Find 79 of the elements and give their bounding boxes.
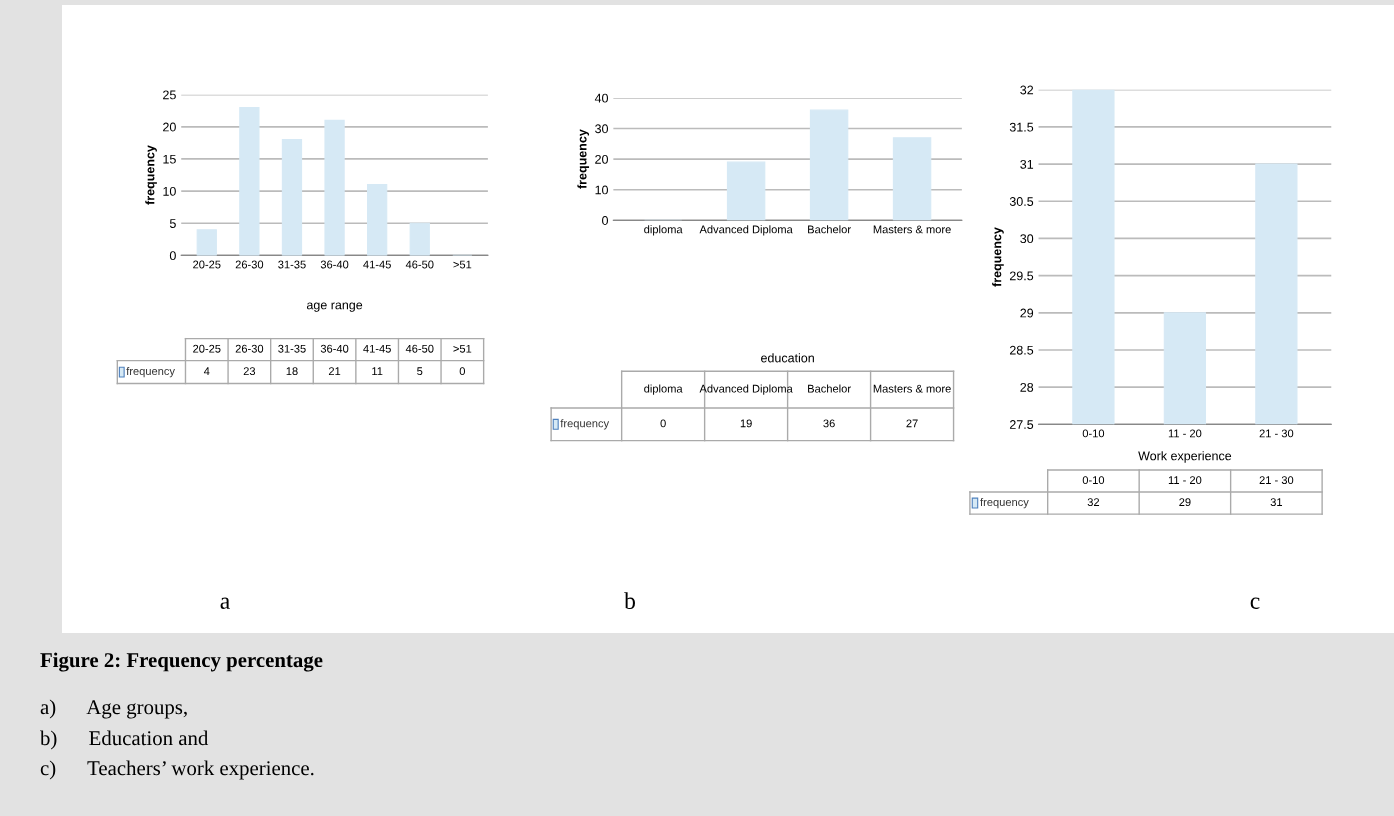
y-tick-label: 30 bbox=[1020, 234, 1034, 244]
x-tick-label: 41-45 bbox=[363, 260, 391, 269]
category-label: 20-25 bbox=[193, 344, 221, 353]
y-tick-label: 31 bbox=[1020, 159, 1034, 169]
y-tick-label: 40 bbox=[594, 93, 609, 103]
y-tick-label: 29.5 bbox=[1009, 271, 1034, 281]
y-tick-label: 31.5 bbox=[1009, 122, 1034, 132]
x-tick-label: 20-25 bbox=[193, 260, 221, 269]
category-label: 31-35 bbox=[278, 344, 306, 353]
y-tick-label: 28.5 bbox=[1009, 345, 1034, 355]
y-tick-label: 27.5 bbox=[1009, 420, 1034, 429]
x-tick-label: >51 bbox=[453, 260, 472, 269]
text: a) Age groups, bbox=[40, 699, 187, 719]
data-label: 18 bbox=[286, 367, 298, 376]
y-tick-label: 29 bbox=[1020, 308, 1034, 318]
text: b bbox=[624, 592, 635, 609]
data-label: 0 bbox=[459, 367, 465, 376]
data-label: 5 bbox=[417, 367, 423, 376]
x-tick-label: 46-50 bbox=[405, 260, 434, 269]
data-label: 23 bbox=[243, 367, 256, 376]
x-tick-label: 31-35 bbox=[278, 260, 306, 269]
y-tick-label: 32 bbox=[1020, 85, 1034, 95]
y-tick-label: 15 bbox=[163, 154, 176, 164]
category-label: 46-50 bbox=[405, 344, 434, 353]
data-label: 4 bbox=[203, 367, 210, 375]
category-label: 21 - 30 bbox=[1259, 476, 1294, 485]
y-tick-label: 30.5 bbox=[1009, 197, 1034, 206]
y-tick-label: 10 bbox=[595, 185, 609, 195]
data-label: 29 bbox=[1179, 498, 1191, 507]
y-axis-title: frequency bbox=[145, 145, 157, 205]
y-tick-label: 20 bbox=[595, 154, 609, 164]
data-label: 19 bbox=[740, 419, 752, 428]
category-label: >51 bbox=[453, 344, 472, 353]
y-tick-label: 5 bbox=[169, 219, 176, 228]
data-label: 27 bbox=[906, 419, 918, 428]
y-tick-label: 28 bbox=[1020, 382, 1034, 392]
category-label: diploma bbox=[644, 384, 683, 395]
data-label: 21 bbox=[328, 367, 341, 375]
category-label: 36-40 bbox=[320, 344, 349, 353]
text: a bbox=[220, 597, 230, 609]
x-tick-label: 0-10 bbox=[1082, 429, 1105, 438]
x-axis-title: age range bbox=[306, 302, 363, 312]
y-tick-label: 0 bbox=[169, 251, 176, 261]
x-tick-label: Masters & more bbox=[873, 225, 951, 234]
x-tick-label: 36-40 bbox=[320, 260, 349, 269]
text: c) Teachers’ work experience. bbox=[40, 760, 314, 780]
y-tick-label: 10 bbox=[163, 186, 176, 196]
legend-label: frequency bbox=[560, 419, 610, 430]
category-label: 0-10 bbox=[1082, 476, 1105, 485]
data-label: 11 bbox=[372, 367, 383, 375]
category-label: Advanced Diploma bbox=[699, 384, 793, 395]
data-label: 36 bbox=[823, 419, 835, 428]
x-axis-title: Work experience bbox=[1138, 451, 1232, 463]
data-label: 0 bbox=[660, 419, 666, 428]
y-axis-title: frequency bbox=[577, 129, 590, 189]
x-tick-label: 21 - 30 bbox=[1259, 429, 1294, 438]
y-tick-label: 20 bbox=[163, 122, 176, 132]
caption: Figure 2: Frequency percentage bbox=[40, 652, 323, 672]
category-label: 11 - 20 bbox=[1168, 476, 1202, 485]
x-tick-label: 11 - 20 bbox=[1168, 429, 1202, 438]
text: c bbox=[1250, 597, 1260, 609]
x-tick-label: diploma bbox=[644, 225, 683, 236]
x-tick-label: 26-30 bbox=[235, 260, 264, 269]
category-label: 26-30 bbox=[235, 344, 264, 353]
legend-label: frequency bbox=[980, 497, 1029, 509]
y-tick-label: 0 bbox=[602, 216, 609, 225]
category-label: 41-45 bbox=[363, 344, 391, 353]
y-tick-label: 30 bbox=[595, 124, 609, 134]
y-axis-title: frequency bbox=[992, 227, 1004, 287]
category-label: Bachelor bbox=[808, 384, 851, 393]
x-tick-label: Advanced Diploma bbox=[699, 225, 793, 236]
data-label: 31 bbox=[1270, 498, 1283, 507]
y-tick-label: 25 bbox=[163, 90, 176, 100]
x-tick-label: Bachelor bbox=[808, 225, 851, 234]
x-axis-title: education bbox=[761, 353, 814, 363]
legend-label: frequency bbox=[126, 366, 175, 378]
text: b) Education and bbox=[40, 730, 209, 750]
category-label: Masters & more bbox=[873, 384, 951, 393]
data-label: 32 bbox=[1087, 498, 1100, 507]
